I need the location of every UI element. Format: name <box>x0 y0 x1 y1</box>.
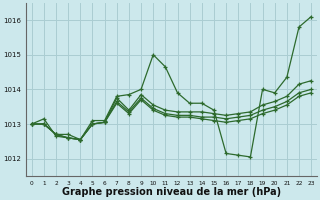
X-axis label: Graphe pression niveau de la mer (hPa): Graphe pression niveau de la mer (hPa) <box>62 187 281 197</box>
